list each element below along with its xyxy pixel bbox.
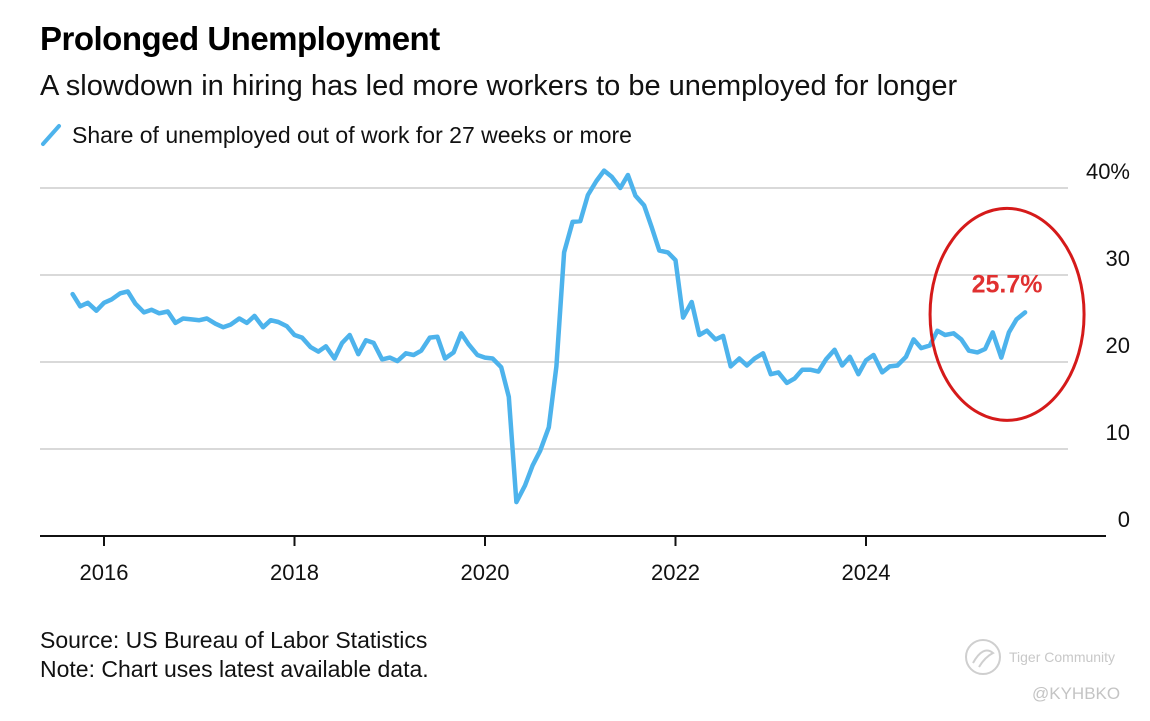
y-tick-label-10: 10: [1106, 420, 1130, 445]
x-tick-label-2024: 2024: [842, 560, 891, 585]
x-tick-label-2018: 2018: [270, 560, 319, 585]
y-tick-label-30: 30: [1106, 246, 1130, 271]
series-layer: [70, 168, 1028, 505]
watermark: Tiger Community: [963, 637, 1115, 677]
legend-label: Share of unemployed out of work for 27 w…: [72, 121, 632, 148]
y-tick-label-0: 0: [1118, 507, 1130, 532]
chart-note: Note: Chart uses latest available data.: [40, 656, 429, 682]
y-tick-label-40: 40%: [1086, 159, 1130, 184]
legend: Share of unemployed out of work for 27 w…: [40, 121, 632, 149]
source-note: Source: US Bureau of Labor Statistics: [40, 627, 428, 653]
tiger-logo-icon: [965, 639, 1001, 675]
y-axis-tick-labels: 0 10 20 30 40%: [1086, 159, 1130, 532]
author-handle: @KYHBKO: [1032, 684, 1121, 703]
annotation-label: 25.7%: [972, 270, 1043, 298]
x-tick-label-2022: 2022: [651, 560, 700, 585]
x-tick-label-2020: 2020: [461, 560, 510, 585]
legend-line-swatch-icon: [41, 124, 61, 146]
chart-subtitle: A slowdown in hiring has led more worker…: [40, 70, 958, 102]
series-line-0: [70, 168, 1028, 505]
x-tick-label-2016: 2016: [80, 560, 129, 585]
y-tick-label-20: 20: [1106, 333, 1130, 358]
gridlines: [40, 187, 1068, 450]
chart-title: Prolonged Unemployment: [40, 20, 440, 57]
watermark-text: Tiger Community: [1009, 649, 1116, 665]
annotation-layer: 25.7%: [928, 206, 1086, 422]
annotation-circle: [928, 206, 1086, 422]
x-axis: 2016 2018 2020 2022 2024: [40, 535, 1106, 585]
